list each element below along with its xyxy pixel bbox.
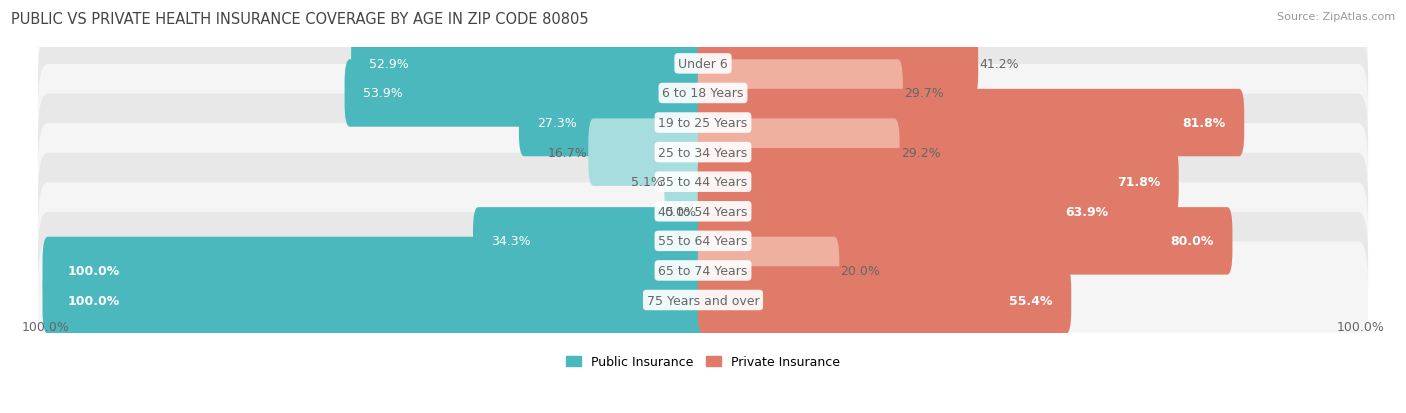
FancyBboxPatch shape <box>38 124 1368 241</box>
Text: 53.9%: 53.9% <box>363 87 402 100</box>
FancyBboxPatch shape <box>697 90 1244 157</box>
FancyBboxPatch shape <box>38 242 1368 359</box>
FancyBboxPatch shape <box>588 119 709 186</box>
FancyBboxPatch shape <box>38 36 1368 152</box>
Text: 25 to 34 Years: 25 to 34 Years <box>658 146 748 159</box>
Text: Source: ZipAtlas.com: Source: ZipAtlas.com <box>1277 12 1395 22</box>
FancyBboxPatch shape <box>472 208 709 275</box>
Text: 63.9%: 63.9% <box>1066 205 1108 218</box>
FancyBboxPatch shape <box>697 119 900 186</box>
Text: 29.7%: 29.7% <box>904 87 943 100</box>
FancyBboxPatch shape <box>38 94 1368 211</box>
Text: 6 to 18 Years: 6 to 18 Years <box>662 87 744 100</box>
FancyBboxPatch shape <box>38 6 1368 123</box>
FancyBboxPatch shape <box>42 267 709 334</box>
Text: 100.0%: 100.0% <box>67 264 120 277</box>
Text: 55.4%: 55.4% <box>1010 294 1053 307</box>
FancyBboxPatch shape <box>352 31 709 98</box>
FancyBboxPatch shape <box>697 60 903 127</box>
Text: 52.9%: 52.9% <box>370 58 409 71</box>
Text: 55 to 64 Years: 55 to 64 Years <box>658 235 748 248</box>
Text: 100.0%: 100.0% <box>67 294 120 307</box>
FancyBboxPatch shape <box>38 65 1368 182</box>
Text: 27.3%: 27.3% <box>537 117 576 130</box>
Text: 75 Years and over: 75 Years and over <box>647 294 759 307</box>
FancyBboxPatch shape <box>665 149 709 216</box>
FancyBboxPatch shape <box>344 60 709 127</box>
FancyBboxPatch shape <box>697 178 1128 245</box>
FancyBboxPatch shape <box>42 237 709 304</box>
Text: 34.3%: 34.3% <box>491 235 531 248</box>
Text: Under 6: Under 6 <box>678 58 728 71</box>
Text: 100.0%: 100.0% <box>1337 320 1385 333</box>
Text: 0.0%: 0.0% <box>665 205 696 218</box>
FancyBboxPatch shape <box>38 183 1368 300</box>
Text: 80.0%: 80.0% <box>1171 235 1215 248</box>
FancyBboxPatch shape <box>697 267 1071 334</box>
Text: 100.0%: 100.0% <box>21 320 69 333</box>
FancyBboxPatch shape <box>697 31 979 98</box>
Text: 20.0%: 20.0% <box>841 264 880 277</box>
Text: 16.7%: 16.7% <box>547 146 588 159</box>
Text: 19 to 25 Years: 19 to 25 Years <box>658 117 748 130</box>
Text: 45 to 54 Years: 45 to 54 Years <box>658 205 748 218</box>
Text: PUBLIC VS PRIVATE HEALTH INSURANCE COVERAGE BY AGE IN ZIP CODE 80805: PUBLIC VS PRIVATE HEALTH INSURANCE COVER… <box>11 12 589 27</box>
Text: 41.2%: 41.2% <box>980 58 1019 71</box>
Text: 65 to 74 Years: 65 to 74 Years <box>658 264 748 277</box>
Text: 29.2%: 29.2% <box>901 146 941 159</box>
FancyBboxPatch shape <box>697 237 839 304</box>
FancyBboxPatch shape <box>38 212 1368 329</box>
Text: 71.8%: 71.8% <box>1116 176 1160 189</box>
Text: 35 to 44 Years: 35 to 44 Years <box>658 176 748 189</box>
Text: 5.1%: 5.1% <box>631 176 664 189</box>
Text: 81.8%: 81.8% <box>1182 117 1226 130</box>
FancyBboxPatch shape <box>697 149 1178 216</box>
FancyBboxPatch shape <box>38 153 1368 270</box>
FancyBboxPatch shape <box>697 208 1233 275</box>
FancyBboxPatch shape <box>519 90 709 157</box>
Legend: Public Insurance, Private Insurance: Public Insurance, Private Insurance <box>562 351 844 372</box>
